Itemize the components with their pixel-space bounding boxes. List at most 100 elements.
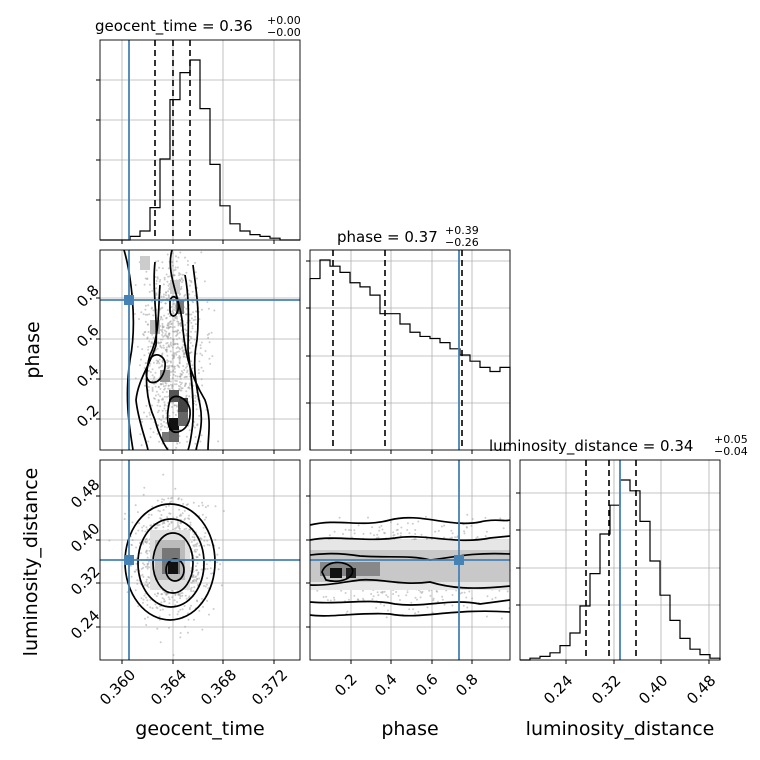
scatter-point [155,280,158,282]
scatter-point [160,341,163,344]
scatter-point [188,293,191,296]
scatter-point [165,273,168,276]
scatter-point [195,545,198,548]
scatter-point [176,525,179,528]
tick-label-phase-y: 0.6 [73,321,103,351]
histogram-phase [309,259,511,450]
scatter-point [151,289,154,292]
scatter-point [506,590,509,593]
scatter-point [147,369,150,372]
scatter-point [148,290,151,293]
scatter-point [178,361,181,364]
scatter-point [196,548,199,551]
scatter-point [431,611,434,614]
scatter-point [201,384,204,387]
scatter-point [177,365,180,367]
scatter-point [178,508,181,511]
scatter-point [166,280,169,283]
scatter-point [133,312,136,315]
scatter-point [172,312,175,314]
y-axis-label-ld: luminosity_distance [20,468,42,657]
scatter-point [171,264,174,267]
scatter-point [159,365,162,368]
scatter-point [189,382,191,385]
scatter-point [176,342,179,345]
scatter-point [141,529,144,532]
scatter-point [145,415,148,418]
scatter-point [142,601,144,604]
scatter-point [154,385,157,388]
scatter-point [451,536,453,539]
scatter-point [194,261,197,264]
scatter-point [179,385,182,388]
scatter-point [184,328,187,331]
scatter-point [181,387,184,390]
scatter-point [167,365,170,368]
scatter-point [179,323,182,326]
scatter-point [465,596,468,599]
scatter-point [160,346,163,349]
scatter-point [151,390,154,392]
scatter-point [159,641,162,644]
scatter-point [202,526,205,529]
scatter-point [199,352,202,355]
scatter-point [186,365,189,368]
scatter-point [140,597,143,600]
scatter-point [175,330,178,333]
scatter-point [192,319,195,322]
scatter-point [175,526,178,529]
scatter-point [182,365,185,368]
scatter-point [471,597,474,600]
scatter-point [172,654,175,656]
scatter-point [143,486,146,489]
scatter-point [135,562,138,565]
scatter-point [142,542,145,545]
scatter-point [163,591,166,594]
scatter-point [161,409,164,412]
scatter-point [149,283,151,286]
scatter-point [169,337,172,339]
scatter-point [179,597,181,600]
scatter-point [154,397,156,400]
scatter-point [165,505,168,508]
scatter-point [379,602,382,605]
scatter-point [153,376,156,379]
scatter-point [500,617,503,620]
scatter-point [140,311,143,314]
scatter-point [465,526,468,528]
scatter-point [396,523,399,526]
scatter-point [146,565,149,568]
scatter-point [148,364,151,367]
scatter-point [194,397,197,399]
scatter-point [157,399,160,402]
scatter-point [461,591,463,594]
scatter-point [201,504,204,507]
scatter-point [377,594,380,597]
scatter-point [194,442,197,445]
scatter-point [177,610,180,613]
scatter-point [183,376,186,379]
scatter-point [178,272,181,275]
scatter-point [144,617,146,620]
title-phase-sub: −0.26 [445,236,479,249]
scatter-point [161,608,164,611]
scatter-point [200,434,203,437]
scatter-point [202,370,205,372]
scatter-point [160,419,163,422]
scatter-point [147,346,150,348]
scatter-point [166,520,169,523]
scatter-point [173,302,176,305]
scatter-point [140,444,143,447]
scatter-point [143,283,146,286]
scatter-point [160,425,162,428]
scatter-point [131,521,134,524]
scatter-point [191,367,194,370]
scatter-point [476,536,479,538]
scatter-point [169,320,172,323]
scatter-point [441,598,444,601]
scatter-point [197,572,200,575]
scatter-point [203,584,205,587]
scatter-point [171,364,174,367]
scatter-point [179,377,182,380]
scatter-point [159,338,162,341]
